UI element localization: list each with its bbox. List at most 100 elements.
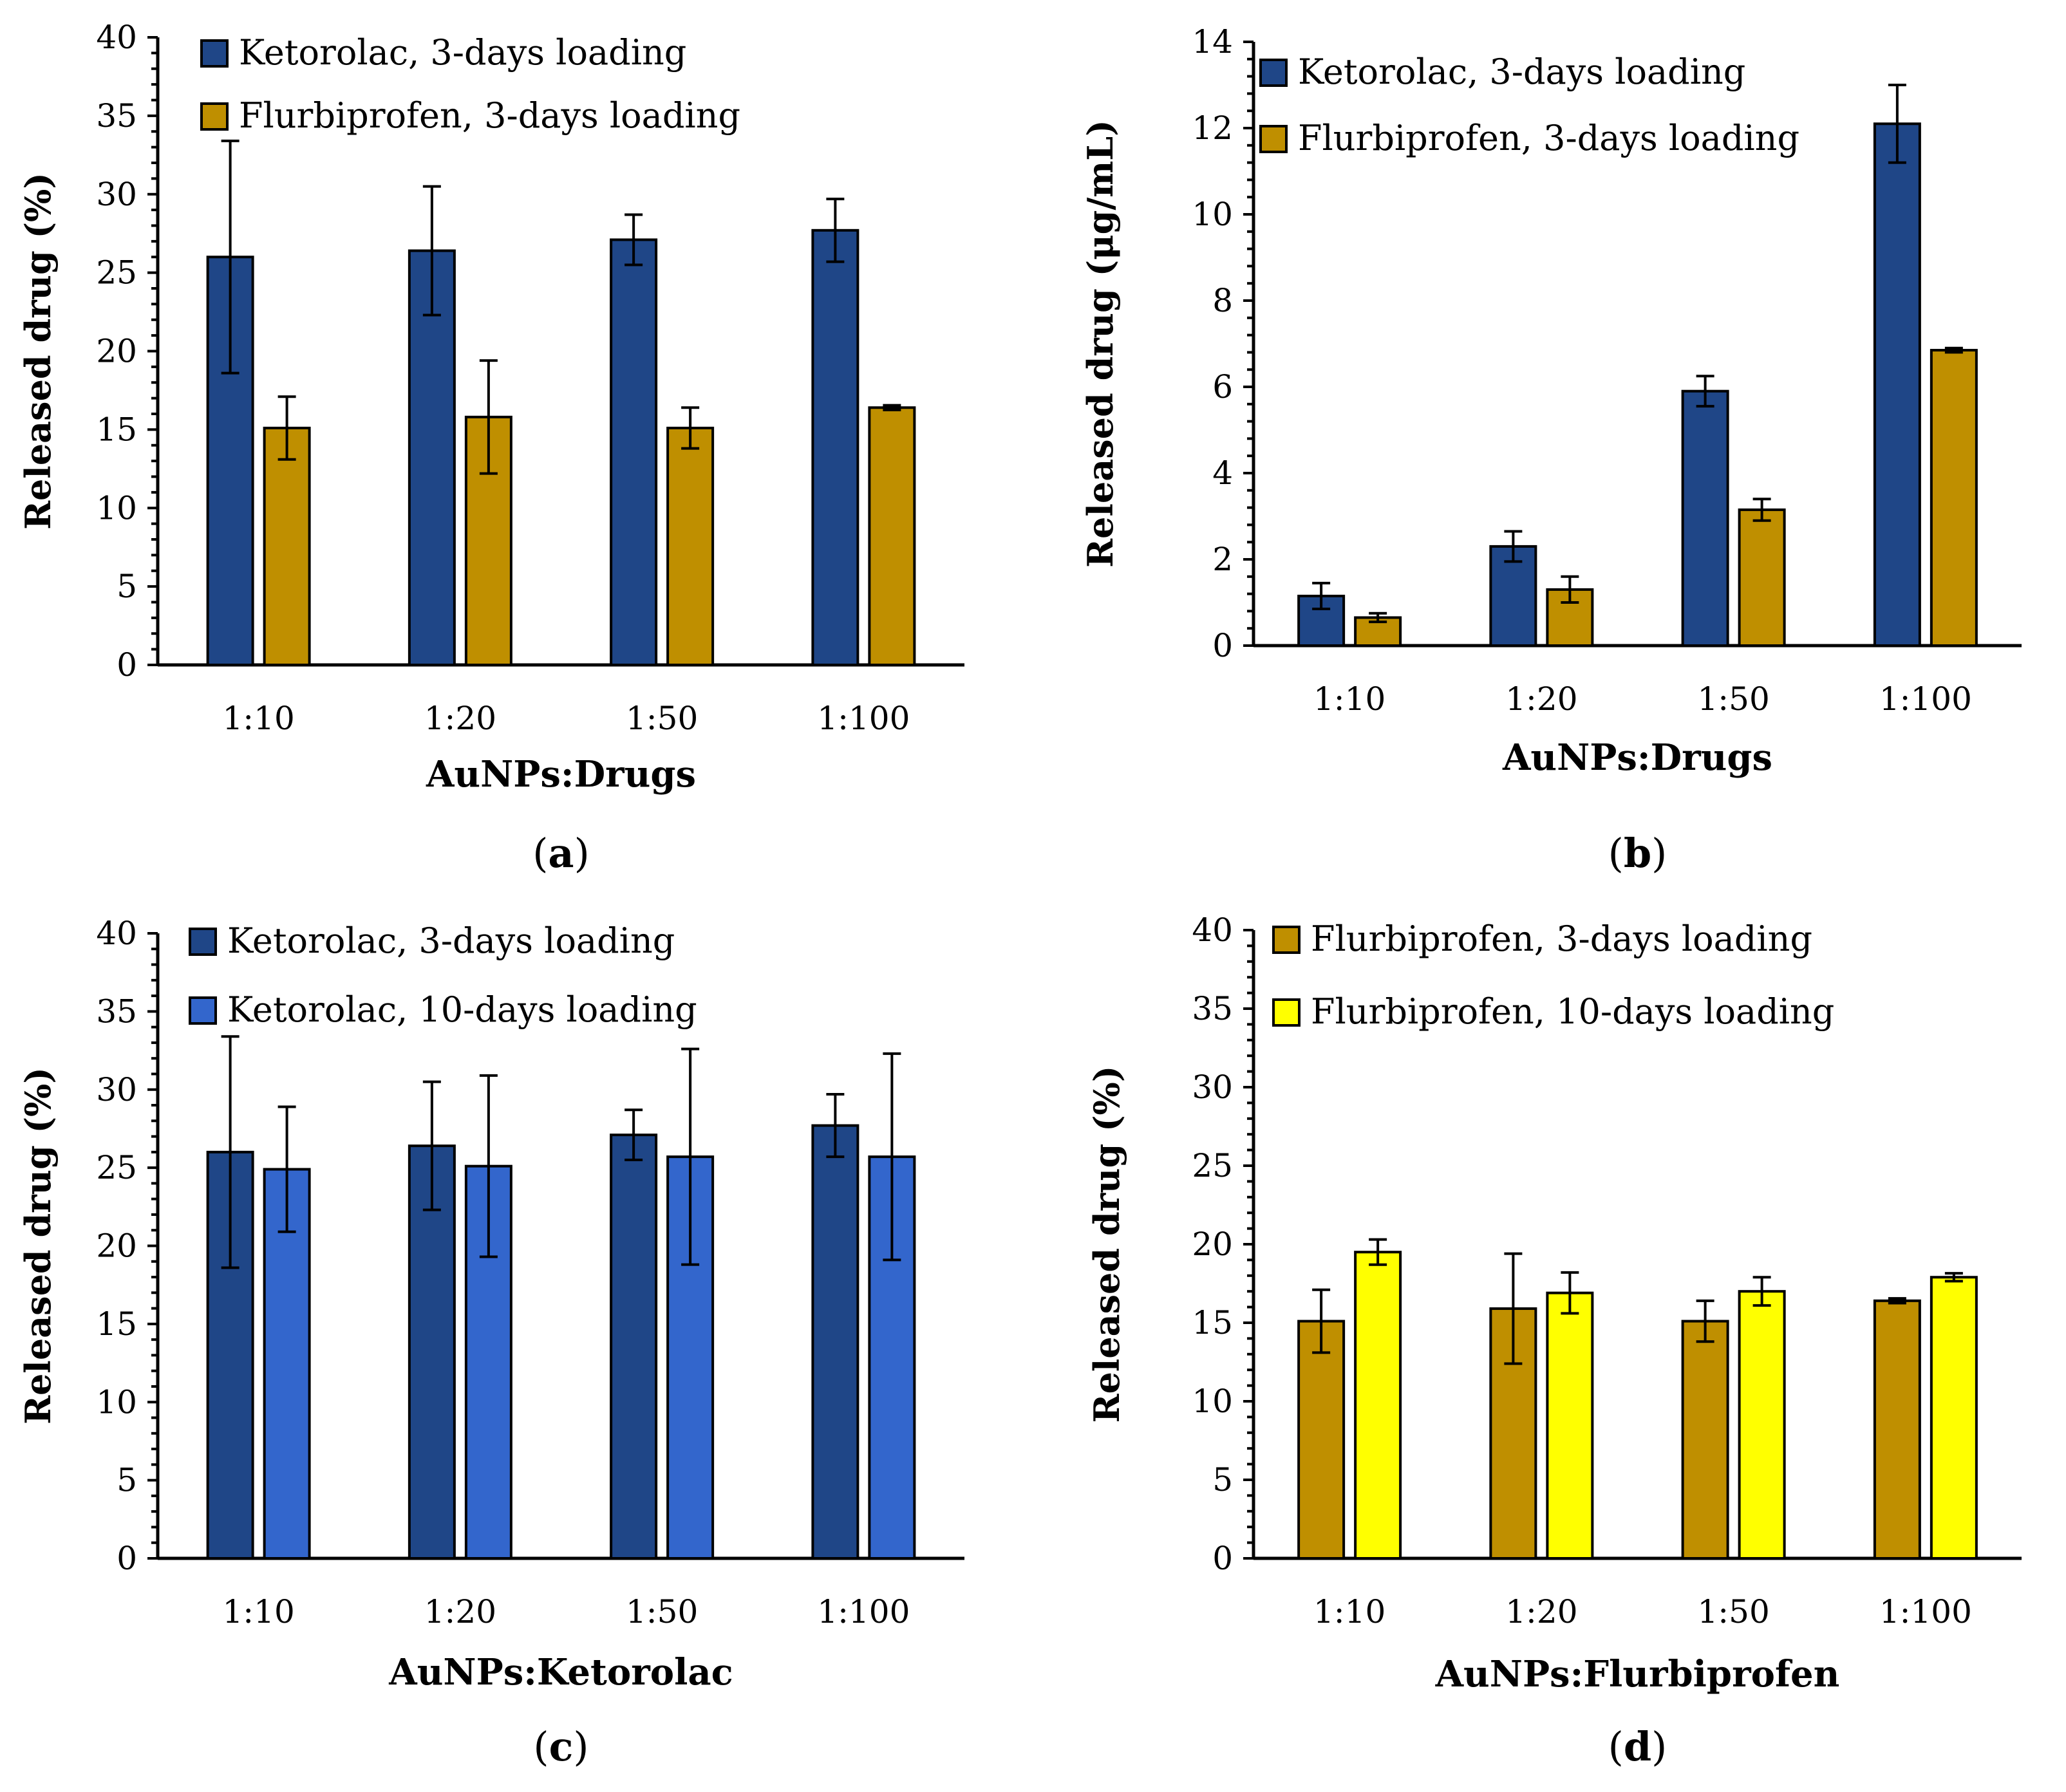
bar-d-s1-0 — [1354, 1251, 1402, 1560]
y-tick-label: 20 — [96, 333, 137, 370]
bar-b-s1-3 — [1930, 349, 1978, 647]
y-tick-label: 30 — [96, 1071, 137, 1108]
y-tick-label: 25 — [96, 254, 137, 292]
bar-b-s1-2 — [1738, 508, 1786, 648]
y-tick-label: 14 — [1192, 23, 1233, 61]
y-axis-label: Released drug (μg/mL) — [1080, 120, 1121, 568]
x-tick-label: 1:20 — [1505, 680, 1577, 718]
y-axis-label: Released drug (%) — [1086, 1066, 1127, 1423]
y-tick-label: 2 — [1212, 541, 1233, 578]
bar-c-s0-2 — [610, 1134, 658, 1560]
y-tick-label: 6 — [1212, 368, 1233, 406]
panel-letter: c — [549, 1723, 574, 1770]
bar-c-s1-2 — [666, 1155, 715, 1560]
legend-swatch — [200, 102, 229, 131]
y-axis-label: Released drug (%) — [17, 173, 59, 530]
legend-label: Ketorolac, 3-days loading — [1298, 51, 1745, 92]
legend-swatch — [1272, 926, 1301, 954]
bar-a-s0-1 — [408, 249, 456, 666]
x-tick-label: 1:10 — [222, 700, 294, 737]
y-tick-label: 35 — [1192, 990, 1233, 1027]
panel-label: (b) — [1608, 830, 1667, 877]
bar-d-s1-3 — [1930, 1276, 1978, 1560]
y-tick-label: 30 — [1192, 1069, 1233, 1106]
x-tick-label: 1:100 — [1879, 680, 1972, 718]
y-tick-label: 8 — [1212, 282, 1233, 319]
panel-label: (c) — [533, 1723, 588, 1770]
panel-letter: a — [548, 830, 574, 877]
y-tick-label: 5 — [117, 1462, 137, 1499]
x-axis-label: AuNPs:Flurbiprofen — [1435, 1653, 1840, 1695]
y-tick-label: 40 — [96, 915, 137, 952]
legend-label: Flurbiprofen, 10-days loading — [1311, 991, 1834, 1032]
legend-label: Flurbiprofen, 3-days loading — [1298, 118, 1799, 158]
bar-c-s1-0 — [263, 1168, 311, 1560]
y-tick-label: 10 — [1192, 196, 1233, 233]
bar-d-s0-3 — [1873, 1299, 1921, 1560]
bar-d-s1-1 — [1546, 1291, 1594, 1560]
legend-label: Flurbiprofen, 3-days loading — [239, 95, 740, 136]
chart-b: 0 2 4 6 8 10 12 14 Released drug (μg/mL) 1:10 1:20… — [1080, 23, 2022, 877]
y-tick-label: 20 — [96, 1227, 137, 1265]
x-tick-label: 1:10 — [222, 1593, 294, 1630]
x-axis-label: AuNPs:Ketorolac — [388, 1651, 733, 1694]
panel-letter: b — [1624, 830, 1651, 877]
y-tick-label: 0 — [1212, 1540, 1233, 1577]
bar-a-s0-3 — [811, 229, 859, 666]
x-tick-label: 1:100 — [817, 700, 910, 737]
bar-d-s1-2 — [1738, 1290, 1786, 1560]
chart-d: 0 5 10 15 20 25 30 35 40 Released drug (%) 1:10 1:2… — [1086, 911, 2022, 1770]
legend-swatch — [189, 928, 217, 956]
x-tick-label: 1:100 — [817, 1593, 910, 1630]
y-tick-label: 15 — [96, 1305, 137, 1343]
y-tick-label: 4 — [1212, 454, 1233, 492]
y-tick-label: 25 — [1192, 1147, 1233, 1184]
bar-b-s0-2 — [1681, 389, 1729, 647]
y-tick-label: 40 — [1192, 911, 1233, 949]
y-tick-label: 10 — [1192, 1383, 1233, 1420]
legend-swatch — [1259, 125, 1288, 153]
x-tick-label: 1:50 — [626, 1593, 698, 1630]
panel-letter: d — [1624, 1723, 1651, 1770]
y-tick-label: 30 — [96, 176, 137, 213]
chart-a: 0 5 10 15 20 25 30 35 40 Released drug (%) 1:10 1:2… — [17, 19, 964, 877]
panel-label: (a) — [532, 830, 590, 877]
bar-c-s0-3 — [811, 1124, 859, 1560]
bar-a-s1-3 — [868, 406, 916, 666]
x-tick-label: 1:10 — [1313, 1593, 1385, 1630]
y-axis-label: Released drug (%) — [17, 1067, 59, 1424]
bar-d-s0-0 — [1297, 1320, 1346, 1560]
y-tick-label: 40 — [96, 19, 137, 56]
x-axis-label: AuNPs:Drugs — [426, 753, 696, 796]
y-tick-label: 12 — [1192, 109, 1233, 147]
legend-label: Flurbiprofen, 3-days loading — [1311, 919, 1812, 959]
x-tick-label: 1:50 — [1697, 680, 1769, 718]
legend-label: Ketorolac, 3-days loading — [227, 920, 675, 961]
y-tick-label: 35 — [96, 993, 137, 1030]
bar-a-s1-2 — [666, 426, 715, 666]
legend-swatch — [200, 39, 229, 68]
x-tick-label: 1:100 — [1879, 1593, 1972, 1630]
x-tick-label: 1:20 — [424, 700, 496, 737]
legend-swatch — [1259, 59, 1288, 87]
x-tick-label: 1:20 — [424, 1593, 496, 1630]
legend-swatch — [1272, 998, 1301, 1027]
panel-label: (d) — [1608, 1723, 1667, 1770]
bar-a-s1-0 — [263, 426, 311, 666]
y-tick-label: 0 — [1212, 627, 1233, 664]
bar-d-s0-2 — [1681, 1320, 1729, 1560]
bar-b-s0-3 — [1873, 122, 1921, 648]
y-tick-label: 0 — [117, 1540, 137, 1577]
legend-swatch — [189, 996, 217, 1025]
y-tick-label: 15 — [1192, 1304, 1233, 1341]
y-tick-label: 5 — [117, 568, 137, 605]
bar-a-s0-2 — [610, 238, 658, 666]
y-tick-label: 20 — [1192, 1226, 1233, 1263]
y-tick-label: 10 — [96, 489, 137, 527]
y-tick-label: 5 — [1212, 1461, 1233, 1498]
y-tick-label: 25 — [96, 1149, 137, 1186]
chart-c: 0 5 10 15 20 25 30 35 40 Released drug (%) 1:10 1:2… — [17, 915, 964, 1770]
y-tick-label: 35 — [96, 97, 137, 135]
x-axis-label: AuNPs:Drugs — [1502, 736, 1772, 779]
